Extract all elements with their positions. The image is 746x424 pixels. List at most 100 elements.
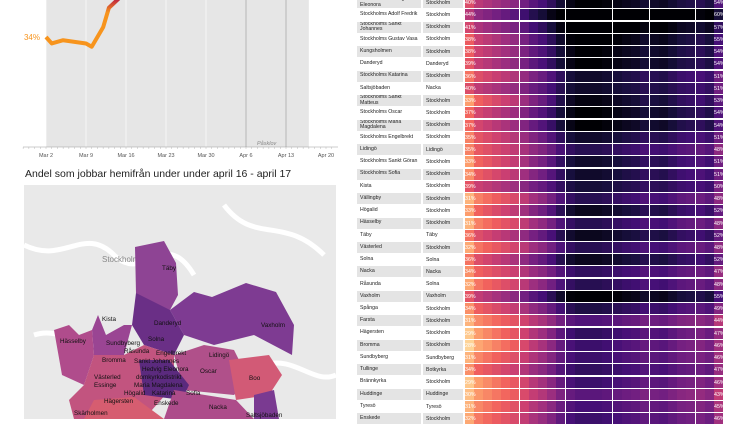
heat-cell: [575, 156, 585, 168]
heat-cell: [474, 0, 484, 9]
heat-cell: [465, 290, 475, 302]
heat-cell: [584, 46, 594, 58]
heat-cell: [538, 9, 548, 21]
heat-cell: [519, 180, 530, 192]
start-value: 34%: [465, 367, 476, 374]
heat-cell: [565, 254, 576, 266]
heat-cell: [501, 364, 511, 376]
heat-cell: [602, 352, 612, 364]
table-row: Kungsholmen Stockholm 38% 54%: [357, 46, 737, 58]
heat-cell: [565, 193, 576, 205]
table-row: Västerled Stockholm 32% 48%: [357, 242, 737, 253]
heat-cell: [658, 388, 668, 400]
heat-cell: [648, 327, 659, 339]
heat-cell: [565, 327, 576, 339]
heat-cell: [483, 205, 493, 217]
heat-cell: [556, 327, 566, 339]
heat-cell: [538, 58, 548, 70]
heat-cell: [492, 33, 502, 45]
heat-cell: [556, 303, 566, 315]
heat-cell: [465, 303, 475, 315]
row-name: Nacka: [357, 266, 421, 278]
heat-cell: [483, 0, 493, 9]
start-value: 31%: [465, 404, 476, 411]
end-value: 52%: [714, 232, 725, 239]
heat-cell: [639, 254, 649, 266]
heat-cell: [593, 229, 603, 241]
heat-cell: [694, 58, 705, 70]
heat-cell: [704, 131, 714, 143]
heat-cell: [621, 266, 631, 278]
heat-cell: [547, 278, 557, 290]
heat-cell: [713, 131, 723, 143]
heat-cell: [648, 193, 659, 205]
heat-cell: [694, 217, 705, 229]
heat-cell: [565, 339, 576, 351]
start-value: 35%: [465, 134, 476, 141]
heat-cell: [621, 193, 631, 205]
heat-cell: [658, 327, 668, 339]
heat-cell: [685, 352, 695, 364]
heat-cell: [529, 119, 539, 131]
heat-cell: [538, 131, 548, 143]
heat-strip: [465, 327, 723, 339]
heat-cell: [658, 290, 668, 302]
heat-cell: [510, 0, 520, 9]
heat-cell: [529, 266, 539, 278]
heat-cell: [639, 9, 649, 21]
row-name: Stockholms Hedvig Eleonora: [357, 0, 421, 9]
heat-cell: [694, 70, 705, 82]
heat-cell: [501, 119, 511, 131]
heat-cell: [602, 205, 612, 217]
heat-cell: [676, 107, 686, 119]
heat-cell: [501, 205, 511, 217]
heat-cell: [630, 180, 640, 192]
row-municipality: Stockholm: [426, 379, 451, 386]
heat-cell: [584, 266, 594, 278]
heat-cell: [474, 180, 484, 192]
heat-cell: [547, 119, 557, 131]
heat-cell: [547, 180, 557, 192]
heat-cell: [575, 82, 585, 94]
heat-cell: [465, 156, 475, 168]
heat-cell: [474, 119, 484, 131]
start-value: 36%: [465, 73, 476, 80]
heat-cell: [704, 119, 714, 131]
heat-cell: [658, 82, 668, 94]
heat-cell: [565, 144, 576, 156]
heat-cell: [492, 0, 502, 9]
row-municipality: Stockholm: [426, 183, 451, 190]
heat-cell: [602, 339, 612, 351]
heat-cell: [492, 229, 502, 241]
heat-cell: [584, 0, 594, 9]
heat-cell: [639, 180, 649, 192]
heat-cell: [704, 82, 714, 94]
heat-cell: [621, 205, 631, 217]
row-name: Solna: [360, 256, 374, 263]
heat-cell: [602, 168, 612, 180]
row-name: Stockholms Sankt Johannes: [357, 21, 421, 33]
heat-cell: [547, 388, 557, 400]
heat-cell: [593, 401, 603, 413]
heat-cell: [621, 376, 631, 388]
map[interactable]: Stockholms Täby Kista Danderyd Vaxholm Hässe…: [24, 185, 336, 419]
heat-cell: [519, 168, 530, 180]
heat-cell: [630, 327, 640, 339]
heat-cell: [621, 82, 631, 94]
heat-cell: [529, 9, 539, 21]
heat-cell: [658, 254, 668, 266]
heat-cell: [593, 388, 603, 400]
heat-cell: [492, 46, 502, 58]
heat-cell: [556, 229, 566, 241]
heat-cell: [501, 278, 511, 290]
heat-cell: [630, 131, 640, 143]
heat-cell: [584, 95, 594, 107]
heat-cell: [713, 9, 723, 21]
heat-strip: [465, 315, 723, 327]
heat-cell: [694, 168, 705, 180]
heat-cell: [694, 254, 705, 266]
heat-cell: [685, 242, 695, 253]
heat-cell: [658, 144, 668, 156]
region-vaxholm: [170, 283, 294, 355]
